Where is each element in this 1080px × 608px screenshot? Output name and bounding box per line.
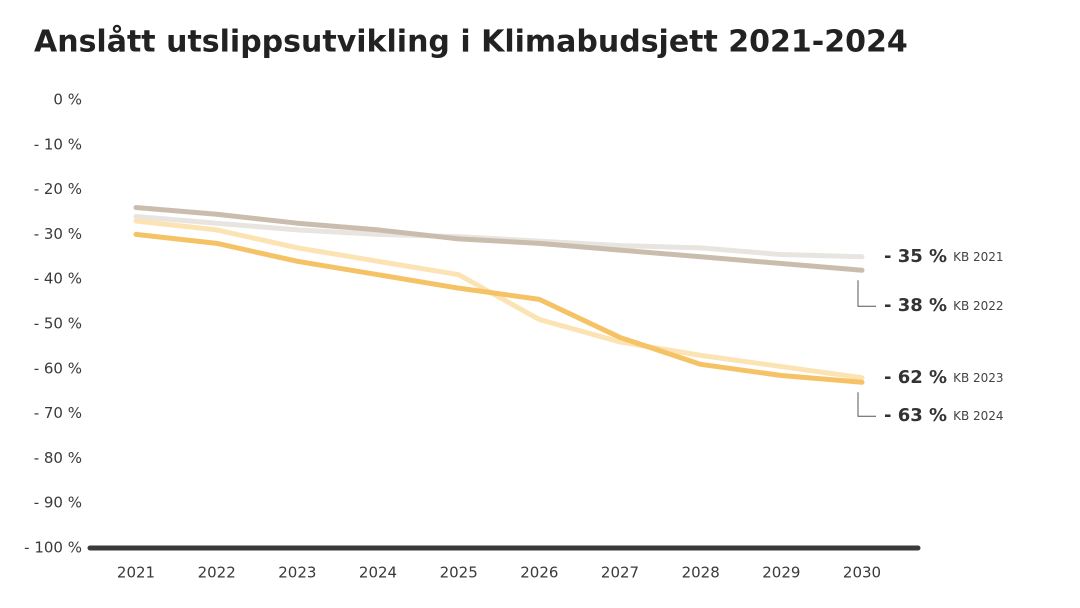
series-line bbox=[133, 205, 865, 273]
x-tick-label: 2024 bbox=[359, 564, 397, 582]
legend-label: KB 2024 bbox=[953, 409, 1003, 423]
y-tick-label: - 90 % bbox=[34, 494, 82, 512]
x-tick-label: 2029 bbox=[762, 564, 800, 582]
x-tick-label: 2021 bbox=[117, 564, 155, 582]
y-tick-label: - 100 % bbox=[24, 539, 82, 557]
series-line bbox=[133, 231, 865, 385]
leader-line bbox=[857, 280, 876, 307]
legend-label: KB 2023 bbox=[953, 370, 1003, 384]
y-tick-label: - 30 % bbox=[34, 225, 82, 243]
legend-label: KB 2021 bbox=[953, 249, 1003, 263]
y-tick-label: - 80 % bbox=[34, 449, 82, 467]
legend-label: KB 2022 bbox=[953, 299, 1003, 313]
leader-line bbox=[857, 392, 876, 417]
value-label: - 35 % bbox=[884, 246, 947, 267]
value-label: - 62 % bbox=[884, 367, 947, 388]
y-tick-label: - 50 % bbox=[34, 315, 82, 333]
x-tick-label: 2026 bbox=[520, 564, 558, 582]
x-tick-label: 2025 bbox=[440, 564, 478, 582]
end-label: - 35 % KB 2021 bbox=[884, 246, 1004, 267]
x-tick-label: 2027 bbox=[601, 564, 639, 582]
x-tick-label: 2023 bbox=[278, 564, 316, 582]
y-tick-label: - 70 % bbox=[34, 404, 82, 422]
y-tick-label: - 10 % bbox=[34, 135, 82, 153]
x-tick-label: 2030 bbox=[843, 564, 881, 582]
end-label: - 38 % KB 2022 bbox=[884, 295, 1004, 316]
x-tick-label: 2022 bbox=[198, 564, 236, 582]
y-tick-label: - 40 % bbox=[34, 270, 82, 288]
chart-title: Anslått utslippsutvikling i Klimabudsjet… bbox=[34, 24, 908, 60]
y-tick-label: - 60 % bbox=[34, 359, 82, 377]
value-label: - 38 % bbox=[884, 295, 947, 316]
end-label: - 62 % KB 2023 bbox=[884, 367, 1004, 388]
y-tick-label: 0 % bbox=[53, 91, 82, 109]
end-label: - 63 % KB 2024 bbox=[884, 405, 1004, 426]
y-tick-label: - 20 % bbox=[34, 180, 82, 198]
series-line bbox=[133, 218, 865, 381]
value-label: - 63 % bbox=[884, 405, 947, 426]
x-tick-label: 2028 bbox=[682, 564, 720, 582]
